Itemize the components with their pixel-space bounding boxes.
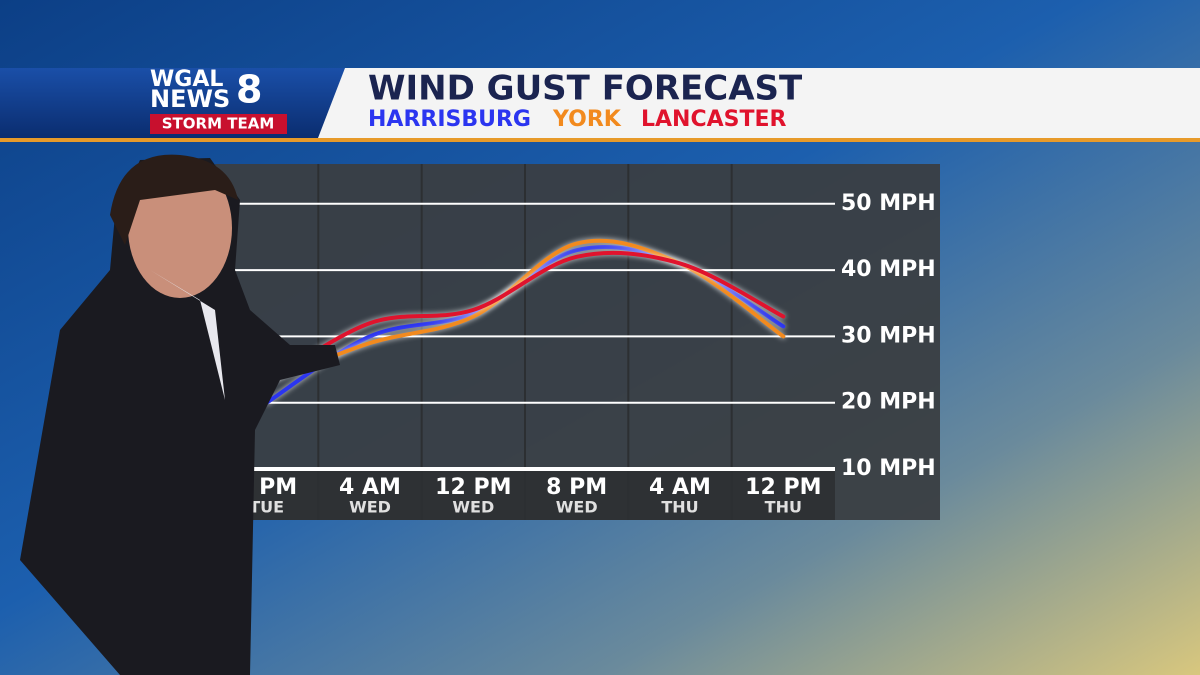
y-tick-label: 10 MPH [841, 456, 936, 481]
x-tick-day: WED [452, 498, 494, 517]
header-rule [0, 138, 1200, 142]
x-tick-day: TUE [249, 498, 284, 517]
chart-title: WIND GUST FORECAST [368, 69, 803, 109]
logo-text: WGAL [150, 67, 223, 92]
logo-text: NEWS [150, 85, 230, 113]
x-tick-day: THU [765, 498, 802, 517]
logo-number: 8 [236, 68, 262, 112]
chart-panel [215, 164, 940, 520]
x-tick-label: 8 PM [546, 475, 607, 500]
legend-entry: YORK [552, 107, 622, 132]
presenter-hair [110, 154, 238, 245]
x-tick-label: 4 AM [339, 475, 401, 500]
y-tick-label: 30 MPH [841, 323, 936, 348]
header-bar [318, 68, 1200, 138]
presenter-shirt [150, 270, 225, 400]
legend-entry: LANCASTER [641, 107, 787, 132]
x-tick-label: 12 PM [745, 475, 821, 500]
series-line [264, 238, 786, 385]
y-tick-label: 20 MPH [841, 390, 936, 415]
plot: 10 MPH 20 MPH 30 MPH 40 MPH 50 MPH 8 PM TUE 4 A… [215, 164, 936, 520]
logo-text: STORM TEAM [162, 115, 275, 133]
presenter [20, 158, 340, 675]
y-tick-label: 40 MPH [841, 257, 936, 282]
x-tick-label: 12 PM [435, 475, 511, 500]
y-tick-label: 50 MPH [841, 191, 936, 216]
x-tick-day: WED [349, 498, 391, 517]
series-line [264, 250, 786, 385]
x-tick-label: 4 AM [649, 475, 711, 500]
x-tick-day: THU [661, 498, 698, 517]
x-tick-day: WED [556, 498, 598, 517]
legend-entry: HARRISBURG [368, 107, 531, 132]
logo-band [150, 114, 287, 134]
